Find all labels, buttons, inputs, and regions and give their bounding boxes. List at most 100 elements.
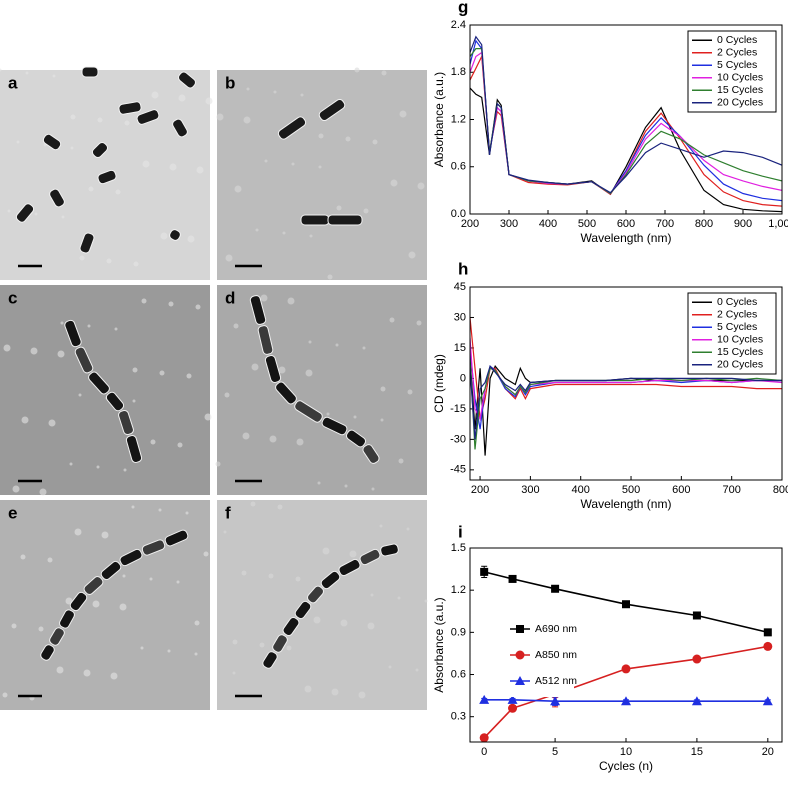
- panel-label: a: [8, 73, 18, 92]
- speckle: [278, 366, 286, 374]
- speckle: [277, 504, 283, 510]
- x-tick-label: 10: [620, 746, 632, 758]
- speckle: [354, 67, 360, 73]
- y-tick-label: 45: [454, 281, 466, 293]
- marker: [515, 650, 525, 660]
- legend-label: 2 Cycles: [717, 47, 757, 59]
- panel-label: i: [458, 522, 463, 541]
- nanorod: [42, 133, 62, 151]
- x-tick-label: 1,000: [768, 218, 788, 230]
- legend-label: 20 Cycles: [717, 359, 763, 371]
- series-line: [484, 699, 768, 702]
- speckle: [151, 91, 159, 99]
- nanorod: [74, 346, 94, 374]
- speckle: [110, 672, 118, 680]
- x-tick-label: 20: [762, 746, 774, 758]
- speckle: [286, 645, 292, 651]
- speckle: [407, 389, 413, 395]
- x-tick-label: 400: [539, 218, 557, 230]
- y-tick-label: 0.3: [451, 711, 466, 723]
- marker: [508, 574, 517, 583]
- nanorod: [321, 416, 348, 436]
- x-tick-label: 400: [572, 484, 590, 496]
- speckle: [295, 576, 301, 582]
- tem-image: f: [217, 500, 428, 710]
- speckle: [300, 93, 304, 97]
- y-tick-label: -30: [450, 433, 466, 445]
- speckle: [12, 485, 20, 493]
- speckle: [70, 114, 76, 120]
- nanorod: [136, 109, 160, 125]
- speckle: [305, 369, 313, 377]
- speckle: [123, 468, 127, 472]
- x-tick-label: 300: [521, 484, 539, 496]
- speckle: [259, 642, 265, 648]
- nanorod: [88, 371, 110, 395]
- nanorod: [105, 391, 125, 412]
- speckle: [74, 528, 82, 536]
- speckle: [233, 323, 239, 329]
- y-tick-label: 0.0: [451, 208, 466, 220]
- speckle: [70, 146, 74, 150]
- speckle: [140, 646, 144, 650]
- marker: [550, 696, 561, 706]
- speckle: [96, 465, 100, 469]
- speckle: [101, 531, 109, 539]
- speckle: [223, 530, 227, 534]
- speckle: [115, 189, 121, 195]
- y-tick-label: -45: [450, 464, 466, 476]
- y-tick-label: 1.2: [451, 584, 466, 596]
- panel-label: b: [225, 73, 235, 92]
- nanorod: [277, 116, 307, 140]
- speckle: [224, 392, 230, 398]
- x-tick-label: 200: [461, 218, 479, 230]
- x-tick-label: 200: [471, 484, 489, 496]
- speckle: [242, 432, 250, 440]
- x-tick-label: 0: [481, 746, 487, 758]
- marker: [763, 641, 773, 651]
- plot-area: [470, 317, 782, 456]
- speckle: [11, 623, 17, 629]
- speckle: [358, 691, 366, 699]
- y-tick-label: 0.9: [451, 626, 466, 638]
- y-axis-label: Absorbance (a.u.): [432, 72, 446, 167]
- speckle: [119, 603, 127, 611]
- speckle: [327, 274, 333, 280]
- speckle: [177, 442, 183, 448]
- speckle: [308, 340, 312, 344]
- speckle: [185, 511, 189, 515]
- legend-label: A512 nm: [535, 675, 577, 687]
- nanorod: [307, 585, 324, 604]
- legend-label: 10 Cycles: [717, 72, 763, 84]
- marker: [516, 625, 524, 633]
- nanorod: [164, 529, 189, 547]
- panel-label: f: [225, 503, 231, 522]
- speckle: [399, 110, 407, 118]
- nanorod: [69, 591, 88, 612]
- speckle: [326, 412, 330, 416]
- speckle: [186, 373, 192, 379]
- speckle: [3, 344, 11, 352]
- speckle: [345, 136, 351, 142]
- nanorod: [178, 71, 196, 89]
- speckle: [255, 228, 259, 232]
- speckle: [150, 439, 156, 445]
- speckle: [234, 185, 242, 193]
- speckle: [149, 577, 153, 581]
- nanorod: [320, 570, 341, 590]
- speckle: [195, 304, 201, 310]
- legend-label: 5 Cycles: [717, 59, 757, 71]
- speckle: [380, 386, 386, 392]
- x-axis-label: Wavelength (nm): [581, 231, 672, 245]
- x-tick-label: 800: [773, 484, 788, 496]
- speckle: [132, 367, 138, 373]
- speckle: [269, 435, 277, 443]
- marker: [507, 694, 518, 704]
- nanorod: [79, 232, 95, 254]
- speckle: [61, 215, 65, 219]
- marker: [622, 600, 630, 609]
- image-background: [217, 70, 427, 280]
- nanorod: [282, 617, 300, 636]
- speckle: [194, 620, 200, 626]
- nanorod: [125, 435, 143, 463]
